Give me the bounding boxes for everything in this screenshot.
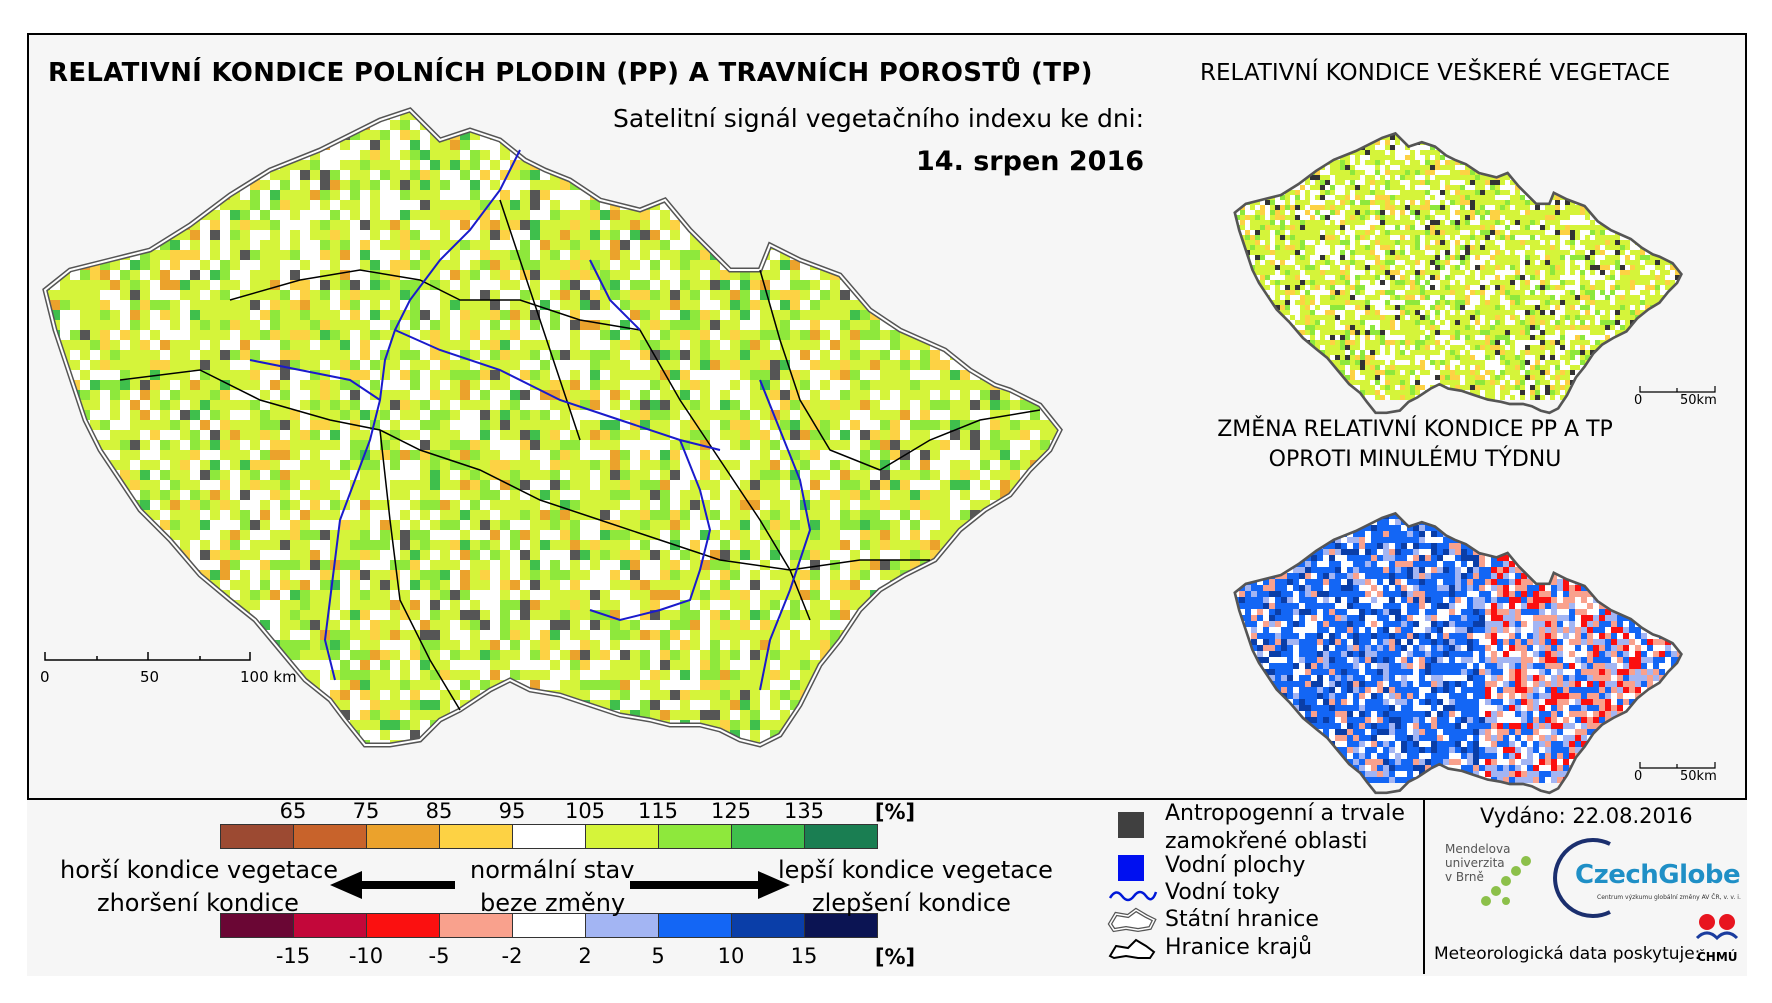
condition-swatch xyxy=(366,824,440,849)
inset-bottom-scale-0: 0 xyxy=(1634,769,1642,784)
condition-tick-label: 105 xyxy=(564,799,606,823)
anthropogenic-line1: Antropogenní a trvale xyxy=(1165,801,1405,826)
czechglobe-subtitle: Centrum výzkumu globální změny AV ČR, v.… xyxy=(1597,894,1741,901)
worse-change-label: zhoršení kondice xyxy=(97,889,299,917)
inset-bottom-scale-50: 50km xyxy=(1680,769,1717,784)
no-change-label: beze změny xyxy=(480,889,626,917)
anthropogenic-swatch xyxy=(1118,812,1144,838)
inset-top-grid xyxy=(1234,133,1682,400)
condition-tick-label: 75 xyxy=(352,799,380,823)
mendel-line3: v Brně xyxy=(1445,870,1484,884)
condition-tick-label: 135 xyxy=(783,799,825,823)
date-label: 14. srpen 2016 xyxy=(916,146,1145,177)
czechglobe-logo: CzechGlobe xyxy=(1575,860,1741,890)
inset-top-scale-0: 0 xyxy=(1634,393,1642,408)
change-tick-label: -2 xyxy=(501,944,523,968)
change-swatch xyxy=(366,913,440,938)
inset-bottom-scale-bar xyxy=(1639,762,1716,769)
change-swatch xyxy=(585,913,659,938)
vegetation-grid xyxy=(45,110,1060,745)
condition-unit: [%] xyxy=(874,800,916,824)
inset-top-title: RELATIVNÍ KONDICE VEŠKERÉ VEGETACE xyxy=(1200,60,1671,86)
state-border-icon xyxy=(1107,907,1157,933)
czechglobe-logo-icon xyxy=(1553,838,1611,918)
region-border-icon xyxy=(1108,938,1156,960)
region-border-label: Hranice krajů xyxy=(1165,935,1313,960)
change-swatch xyxy=(804,913,878,938)
condition-swatch xyxy=(512,824,586,849)
mendel-logo-text: Mendelova univerzita v Brně xyxy=(1445,842,1510,884)
condition-swatch xyxy=(439,824,513,849)
inset-top-scale-bar xyxy=(1639,386,1716,393)
change-unit: [%] xyxy=(874,945,916,969)
rivers xyxy=(249,149,812,691)
chmu-label: ČHMÚ xyxy=(1697,950,1738,964)
scale-label-100: 100 km xyxy=(240,668,297,686)
water-areas-swatch xyxy=(1118,855,1144,881)
issued-date: Vydáno: 22.08.2016 xyxy=(1480,804,1693,828)
condition-swatch xyxy=(804,824,878,849)
arrow-right-icon xyxy=(630,871,790,899)
worse-vegetation-label: horší kondice vegetace xyxy=(60,856,339,884)
change-tick-label: 2 xyxy=(578,944,592,968)
mendel-line1: Mendelova xyxy=(1445,842,1511,856)
river-line-icon xyxy=(1108,890,1158,902)
condition-swatch xyxy=(220,824,294,849)
scale-label-0: 0 xyxy=(40,668,50,686)
inset-bottom-grid xyxy=(1234,513,1682,783)
change-tick-label: 5 xyxy=(651,944,665,968)
better-vegetation-label: lepší kondice vegetace xyxy=(778,856,1053,884)
better-change-label: zlepšení kondice xyxy=(812,889,1011,917)
main-map: 0 50 100 km 0 50km 0 50km xyxy=(40,0,1717,795)
region-borders xyxy=(119,199,1041,711)
change-swatch xyxy=(512,913,586,938)
chmu-logo-icon xyxy=(1695,914,1739,941)
page-title: RELATIVNÍ KONDICE POLNÍCH PLODIN (PP) A … xyxy=(48,58,1093,88)
change-tick-label: 10 xyxy=(717,944,745,968)
state-border-label: Státní hranice xyxy=(1165,907,1319,932)
mendel-line2: univerzita xyxy=(1445,856,1505,870)
anthropogenic-label: Antropogenní a trvale zamokřené oblasti xyxy=(1165,800,1405,856)
condition-swatch xyxy=(293,824,367,849)
water-streams-label: Vodní toky xyxy=(1165,880,1280,905)
divider xyxy=(1423,798,1425,974)
change-tick-label: -5 xyxy=(428,944,450,968)
change-tick-label: -15 xyxy=(275,944,311,968)
change-tick-label: -10 xyxy=(348,944,384,968)
change-swatch xyxy=(731,913,805,938)
change-tick-label: 15 xyxy=(790,944,818,968)
condition-tick-label: 85 xyxy=(425,799,453,823)
arrow-left-icon xyxy=(330,871,455,899)
anthropogenic-line2: zamokřené oblasti xyxy=(1165,829,1368,854)
meteo-credit: Meteorologická data poskytuje: xyxy=(1434,944,1701,964)
inset-bottom-title: ZMĚNA RELATIVNÍ KONDICE PP A TP OPROTI M… xyxy=(1200,415,1630,475)
change-swatch xyxy=(658,913,732,938)
water-areas-label: Vodní plochy xyxy=(1165,853,1306,878)
main-scale-bar xyxy=(44,652,251,661)
inset-bottom-title-line2: OPROTI MINULÉMU TÝDNU xyxy=(1268,447,1562,472)
inset-top-scale-50: 50km xyxy=(1680,393,1717,408)
condition-tick-label: 65 xyxy=(279,799,307,823)
condition-swatch xyxy=(658,824,732,849)
subtitle: Satelitní signál vegetačního indexu ke d… xyxy=(613,104,1145,133)
scale-label-50: 50 xyxy=(140,668,159,686)
condition-tick-label: 125 xyxy=(710,799,752,823)
condition-swatch xyxy=(731,824,805,849)
condition-tick-label: 115 xyxy=(637,799,679,823)
condition-tick-label: 95 xyxy=(498,799,526,823)
normal-state-label: normální stav xyxy=(470,856,635,884)
arrows xyxy=(330,871,790,899)
mendel-logo-icon xyxy=(1481,856,1531,906)
inset-bottom-title-line1: ZMĚNA RELATIVNÍ KONDICE PP A TP xyxy=(1217,417,1613,442)
condition-swatch xyxy=(585,824,659,849)
change-swatch xyxy=(293,913,367,938)
